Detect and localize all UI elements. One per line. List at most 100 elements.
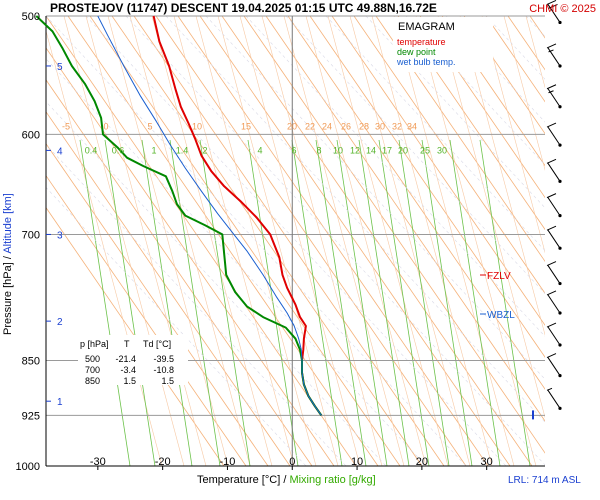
wind-barbs xyxy=(532,0,562,420)
y-axis-pressure-label: Pressure [hPa] xyxy=(2,262,14,335)
moist-adiabat-line xyxy=(570,16,600,466)
wind-barb-half-flag xyxy=(548,49,554,53)
x-tick-label: 30 xyxy=(481,456,493,468)
grid-layer xyxy=(45,15,600,467)
x-axis-label: Temperature [°C] / Mixing ratio [g/kg] xyxy=(197,474,376,486)
moist-adiabat-line xyxy=(107,16,229,466)
isotherm-line xyxy=(165,16,545,423)
wind-barb-staff xyxy=(547,294,561,314)
dry-adiabat-line xyxy=(155,16,467,466)
y-axis-altitude-label: Altitude [km] xyxy=(2,193,14,254)
altitude-tick-label: 2 xyxy=(57,317,63,328)
wind-barb xyxy=(546,387,562,410)
dry-adiabat-label: -5 xyxy=(62,121,70,131)
dry-adiabat-label: 5 xyxy=(147,121,152,131)
y-axis-label: Pressure [hPa] / Altitude [km] xyxy=(2,193,14,335)
dry-adiabat-label: 22 xyxy=(305,121,315,131)
mixing-ratio-label: 0.6 xyxy=(112,145,125,155)
dry-adiabat-line xyxy=(441,16,545,167)
mixing-ratio-label: 8 xyxy=(316,145,321,155)
moist-adiabat-line xyxy=(217,16,339,466)
moist-adiabat-line xyxy=(371,16,493,466)
dry-adiabat-line xyxy=(111,16,423,466)
mixing-ratio-label: 2 xyxy=(202,145,207,155)
wind-barb-staff xyxy=(547,357,561,376)
mixing-ratio-line xyxy=(291,139,343,466)
isotherm-line xyxy=(445,16,545,123)
dry-adiabat-label: 26 xyxy=(341,121,351,131)
legend-box xyxy=(393,17,493,72)
x-tick-label: 0 xyxy=(289,456,295,468)
wind-barb xyxy=(546,322,562,347)
dry-adiabat-label: 15 xyxy=(241,121,251,131)
mixing-ratio-line xyxy=(398,139,450,466)
dry-adiabat-line xyxy=(331,16,545,326)
wind-barb-staff xyxy=(547,229,561,249)
mixing-ratio-label: 4 xyxy=(257,145,262,155)
dry-adiabat-label: 34 xyxy=(407,121,417,131)
moist-adiabat-line xyxy=(261,16,383,466)
wind-barb-flag xyxy=(546,158,557,164)
wind-barb-flag xyxy=(546,84,557,90)
mixing-ratio-line xyxy=(336,139,388,466)
wind-barb-staff xyxy=(547,47,561,67)
wbzl-label: WBZL xyxy=(487,310,515,321)
dry-adiabat-line xyxy=(485,16,545,103)
dry-adiabat-line xyxy=(375,16,545,263)
moist-adiabat-line xyxy=(85,16,207,466)
wind-barb-staff xyxy=(547,88,561,108)
dry-adiabat-line xyxy=(133,16,445,466)
isotherm-line xyxy=(205,16,545,380)
dry-adiabat-label: 0 xyxy=(103,121,108,131)
mixing-ratio-line xyxy=(421,139,473,466)
table-cell: -3.4 xyxy=(120,365,136,375)
wind-barb-flag xyxy=(546,0,557,5)
wind-barb-staff xyxy=(547,197,561,216)
pressure-tick-label: 700 xyxy=(22,229,40,241)
wind-barb-flag xyxy=(548,4,558,9)
isotherm-line xyxy=(46,101,387,466)
wind-barb-flag xyxy=(546,322,557,328)
table-header-t: T xyxy=(124,339,130,349)
table-cell: 1.5 xyxy=(161,376,174,386)
wind-barb-staff xyxy=(547,265,561,284)
dry-adiabat-line xyxy=(199,16,511,466)
table-cell: 1.5 xyxy=(123,376,136,386)
wind-barb xyxy=(546,84,562,109)
mixing-ratio-label: 20 xyxy=(398,145,408,155)
isotherm-line xyxy=(566,16,600,466)
mixing-ratio-line xyxy=(141,139,193,466)
x-tick-label: -20 xyxy=(155,456,171,468)
isotherm-line xyxy=(525,16,545,37)
wind-barb xyxy=(546,43,562,68)
dry-adiabat-line xyxy=(397,16,545,231)
wind-barb xyxy=(546,225,562,250)
dry-adiabat-line xyxy=(287,16,545,390)
x-axis-mixing-label: Mixing ratio [g/kg] xyxy=(289,474,375,486)
moist-adiabat-line xyxy=(349,16,471,466)
mixing-ratio-line xyxy=(378,139,430,466)
dry-adiabat-line xyxy=(552,16,600,466)
dry-adiabat-line xyxy=(309,16,545,358)
wind-barb-half-flag xyxy=(548,90,554,94)
mixing-ratio-label: 10 xyxy=(333,145,343,155)
grid-clipped xyxy=(46,16,600,466)
moist-adiabat-line xyxy=(481,16,545,254)
dry-adiabat-line xyxy=(46,143,269,466)
isotherm-line xyxy=(285,16,545,294)
wind-barb xyxy=(546,353,562,378)
moist-adiabat-line xyxy=(151,16,273,466)
pressure-tick-label: 600 xyxy=(22,129,40,141)
mixing-ratio-line xyxy=(104,139,156,466)
mixing-ratio-label: 6 xyxy=(291,145,296,155)
moist-adiabat-line xyxy=(283,16,405,466)
wind-barb-staff xyxy=(547,163,561,182)
wind-barb-staff xyxy=(547,326,561,346)
mixing-ratio-label: 17 xyxy=(382,145,392,155)
dry-adiabat-line xyxy=(46,79,313,466)
altitude-tick-label: 4 xyxy=(57,146,63,157)
wind-barb-flag xyxy=(546,193,557,199)
dry-adiabat-label: 24 xyxy=(322,121,332,131)
altitude-tick-label: 3 xyxy=(57,230,63,241)
